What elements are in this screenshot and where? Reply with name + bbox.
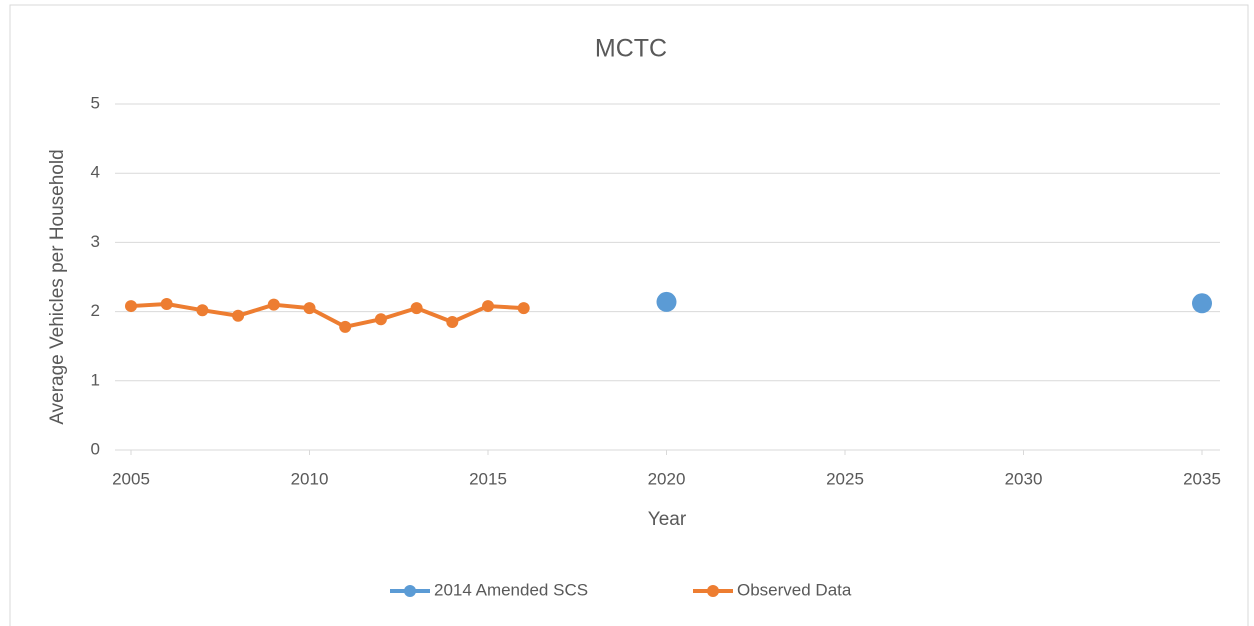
data-point (374, 313, 387, 326)
data-point (303, 302, 316, 315)
y-axis-label: Average Vehicles per Household (47, 149, 68, 424)
data-point (125, 300, 137, 313)
data-point (160, 297, 173, 310)
data-point (232, 309, 245, 322)
data-point (656, 291, 677, 312)
x-tick-label: 2010 (291, 469, 329, 488)
y-tick-label: 0 (91, 439, 100, 458)
y-tick-label: 1 (91, 370, 100, 389)
legend-label: 2014 Amended SCS (434, 580, 588, 599)
x-axis-label: Year (648, 509, 687, 530)
y-tick-label: 3 (91, 232, 100, 251)
y-tick-label: 4 (91, 163, 100, 182)
x-tick-label: 2005 (112, 469, 150, 488)
data-point (446, 315, 459, 328)
data-point (410, 302, 423, 315)
data-point (196, 304, 209, 317)
x-tick-label: 2015 (469, 469, 507, 488)
y-tick-label: 5 (91, 93, 100, 112)
data-point (517, 302, 530, 315)
legend-label: Observed Data (737, 580, 852, 599)
data-point (1192, 293, 1212, 314)
x-tick-label: 2035 (1183, 469, 1221, 488)
data-point (482, 300, 494, 313)
x-tick-label: 2020 (648, 469, 686, 488)
x-tick-label: 2025 (826, 469, 864, 488)
data-point (339, 320, 352, 333)
chart-title: MCTC (595, 35, 667, 63)
legend-marker (707, 585, 719, 597)
data-point (267, 298, 280, 311)
legend-marker (404, 585, 416, 597)
x-tick-label: 2030 (1005, 469, 1043, 488)
chart-frame (9, 4, 1249, 626)
y-tick-label: 2 (91, 301, 100, 320)
series-line (130, 301, 524, 329)
